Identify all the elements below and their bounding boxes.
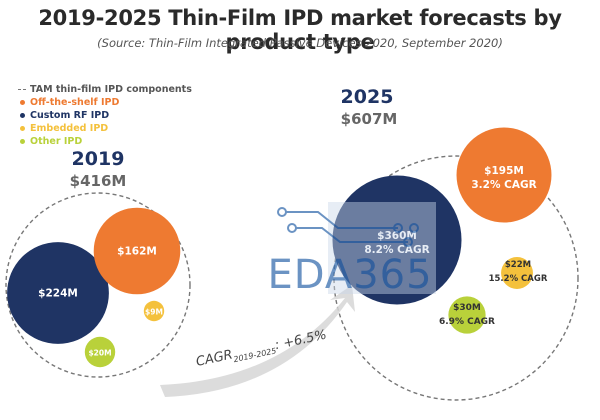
watermark-node bbox=[409, 223, 419, 233]
legend: TAM thin-film IPD components Off-the-she… bbox=[18, 83, 192, 148]
dot-icon bbox=[20, 113, 25, 118]
value-label-2025-embedded-ipd: $22M bbox=[505, 260, 531, 270]
cagr-label-2025-embedded-ipd: 15.2% CAGR bbox=[489, 274, 548, 284]
dot-icon bbox=[20, 126, 25, 131]
cagr-label-2025-custom-rf-ipd: 8.2% CAGR bbox=[364, 244, 429, 256]
growth-arrow bbox=[160, 285, 355, 397]
total-label-2019: $416M bbox=[70, 172, 127, 190]
tam-circle-2025 bbox=[333, 155, 579, 401]
value-label-2019-embedded-ipd: $9M bbox=[145, 308, 163, 317]
value-label-2019-off-the-shelf-ipd: $162M bbox=[117, 246, 157, 258]
year-label-2025: 2025 bbox=[341, 86, 394, 108]
total-label-2025: $607M bbox=[341, 110, 398, 128]
watermark-logo: EDA365 bbox=[267, 202, 436, 298]
value-label-2019-other-ipd: $20M bbox=[88, 349, 111, 358]
legend-label-custom-rf: Custom RF IPD bbox=[30, 110, 110, 121]
legend-item-other: Other IPD bbox=[18, 135, 192, 148]
legend-item-custom-rf: Custom RF IPD bbox=[18, 109, 192, 122]
year-label-2019: 2019 bbox=[72, 148, 125, 170]
dashed-line-icon bbox=[18, 89, 26, 90]
watermark-trace bbox=[286, 211, 398, 229]
bubble-2025-embedded-ipd bbox=[501, 257, 533, 289]
legend-item-embedded: Embedded IPD bbox=[18, 122, 192, 135]
bubble-2019-other-ipd bbox=[84, 336, 116, 368]
legend-label-other: Other IPD bbox=[30, 136, 83, 147]
value-label-2025-off-the-shelf-ipd: $195M bbox=[484, 165, 524, 177]
value-label-2019-custom-rf-ipd: $224M bbox=[38, 288, 78, 300]
cagr-label-2025-other-ipd: 6.9% CAGR bbox=[439, 317, 495, 327]
watermark-panel bbox=[328, 202, 436, 294]
watermark-trace bbox=[296, 227, 408, 243]
legend-item-off-the-shelf: Off-the-shelf IPD bbox=[18, 96, 192, 109]
bubble-2025-off-the-shelf-ipd bbox=[456, 127, 552, 223]
bubble-2025-other-ipd bbox=[448, 296, 486, 334]
chart-title: 2019-2025 Thin-Film IPD market forecasts… bbox=[38, 6, 562, 54]
legend-label-off-the-shelf: Off-the-shelf IPD bbox=[30, 97, 120, 108]
dot-icon bbox=[20, 100, 25, 105]
legend-item-tam: TAM thin-film IPD components bbox=[18, 83, 192, 96]
watermark-node bbox=[287, 223, 297, 233]
dot-icon bbox=[20, 139, 25, 144]
bubble-2019-custom-rf-ipd bbox=[7, 242, 109, 344]
bubble-2025-custom-rf-ipd bbox=[332, 175, 462, 305]
watermark-node bbox=[403, 237, 413, 247]
tam-circle-2019 bbox=[5, 192, 191, 378]
chart-subtitle: (Source: Thin-Film Integrated Passive De… bbox=[97, 36, 503, 50]
bubble-2019-embedded-ipd bbox=[143, 300, 165, 322]
value-label-2025-other-ipd: $30M bbox=[453, 303, 481, 313]
legend-label-embedded: Embedded IPD bbox=[30, 123, 109, 134]
watermark-text: EDA365 bbox=[267, 252, 432, 298]
bubble-2019-off-the-shelf-ipd bbox=[93, 207, 181, 295]
watermark-node bbox=[393, 223, 403, 233]
legend-label-tam: TAM thin-film IPD components bbox=[30, 84, 192, 95]
cagr-label-2025-off-the-shelf-ipd: 3.2% CAGR bbox=[471, 179, 536, 191]
watermark-node bbox=[277, 207, 287, 217]
